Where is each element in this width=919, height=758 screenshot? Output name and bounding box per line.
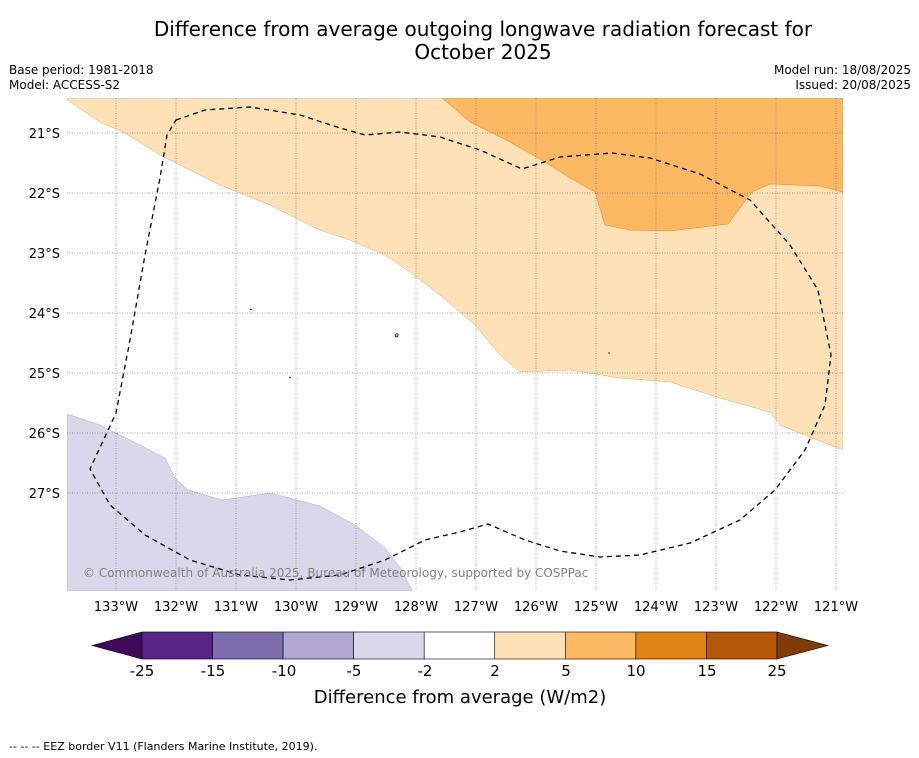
colorbar-title: Difference from average (W/m2)	[314, 687, 606, 708]
issued-date: Issued: 20/08/2025	[795, 78, 911, 92]
lat-label: 27°S	[29, 487, 60, 502]
lon-label: 129°W	[334, 600, 378, 615]
copyright-text: © Commonwealth of Australia 2025, Bureau…	[83, 566, 588, 580]
olr-zone-minus2-to-minus5	[67, 413, 413, 591]
grid-lines	[67, 98, 843, 591]
colorbar-ticks: -25 -15 -10 -5 -2 2 5 10 15 25	[130, 662, 787, 680]
map-title: Difference from average outgoing longwav…	[0, 18, 919, 64]
colorbar-block	[423, 631, 496, 660]
colorbar-block	[564, 631, 637, 660]
colorbar-tick-label: 5	[561, 662, 571, 680]
lon-labels: 133°W 132°W 131°W 130°W 129°W 128°W 127°…	[94, 600, 858, 615]
model-name: Model: ACCESS-S2	[9, 78, 121, 92]
lon-label: 121°W	[814, 600, 858, 615]
lon-label: 125°W	[574, 600, 618, 615]
lat-label: 26°S	[29, 427, 60, 442]
title-line-2: October 2025	[414, 40, 552, 64]
lat-labels: 21°S 22°S 23°S 24°S 25°S 26°S 27°S	[29, 127, 60, 502]
lat-label: 23°S	[29, 247, 60, 262]
olr-zone-5-to-10	[441, 98, 843, 232]
colorbar-block	[353, 631, 425, 660]
colorbar-block	[141, 631, 213, 660]
lon-label: 127°W	[454, 600, 498, 615]
colorbar-tick-label: -25	[130, 662, 155, 680]
colorbar-extend-low	[90, 631, 143, 660]
colorbar-tick-label: -10	[272, 662, 297, 680]
colorbar-tick-label: -2	[418, 662, 433, 680]
model-run: Model run: 18/08/2025	[773, 63, 911, 77]
colorbar-tick-label: 10	[626, 662, 645, 680]
colorbar-tick-label: 15	[697, 662, 716, 680]
lon-label: 133°W	[94, 600, 138, 615]
eez-border	[89, 106, 832, 581]
lon-label: 124°W	[634, 600, 678, 615]
footer-note: -- -- -- EEZ border V11 (Flanders Marine…	[9, 740, 318, 753]
lat-label: 25°S	[29, 367, 60, 382]
lon-label: 126°W	[514, 600, 558, 615]
colorbar-tick-label: -5	[347, 662, 362, 680]
lat-label: 22°S	[29, 187, 60, 202]
islands	[249, 308, 610, 379]
meta-left: Base period: 1981-2018 Model: ACCESS-S2	[9, 63, 154, 93]
title-line-1: Difference from average outgoing longwav…	[153, 17, 813, 41]
colorbar-tick-label: -15	[201, 662, 226, 680]
colorbar-block	[706, 631, 778, 660]
lon-label: 132°W	[154, 600, 198, 615]
colorbar-tick-label: 25	[767, 662, 786, 680]
colorbar-block	[212, 631, 284, 660]
meta-right: Model run: 18/08/2025 Issued: 20/08/2025	[774, 63, 911, 93]
map-area	[67, 98, 843, 591]
lat-label: 24°S	[29, 307, 60, 322]
colorbar-block	[494, 631, 566, 660]
colorbar-extend-high	[776, 631, 830, 660]
colorbar-block	[282, 631, 354, 660]
colorbar: -25 -15 -10 -5 -2 2 5 10 15 25 Differenc…	[90, 631, 830, 708]
base-period: Base period: 1981-2018	[9, 63, 154, 77]
colorbar-tick-label: 2	[490, 662, 500, 680]
lon-label: 130°W	[274, 600, 318, 615]
lon-label: 131°W	[214, 600, 258, 615]
lon-label: 123°W	[694, 600, 738, 615]
lon-label: 122°W	[754, 600, 798, 615]
colorbar-block	[635, 631, 707, 660]
lon-label: 128°W	[394, 600, 438, 615]
lat-label: 21°S	[29, 127, 60, 142]
